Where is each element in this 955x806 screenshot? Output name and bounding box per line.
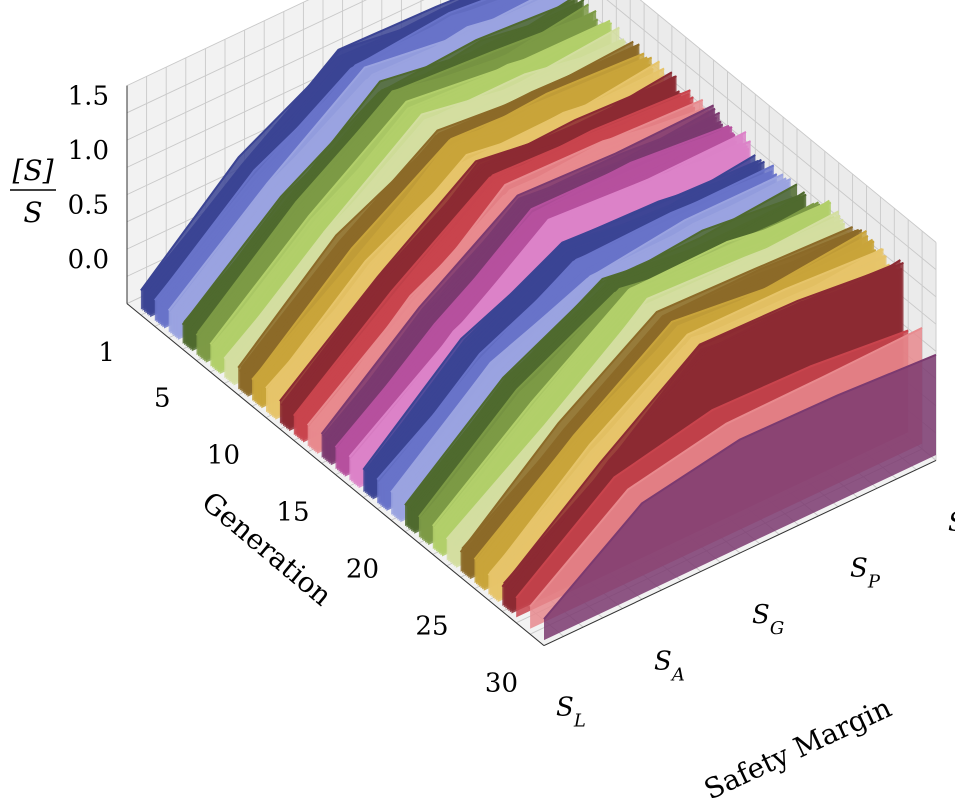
series-line bbox=[433, 202, 827, 530]
series-line bbox=[459, 225, 853, 553]
grid-line bbox=[126, 0, 937, 298]
x-tick-label: 10 bbox=[207, 441, 240, 471]
z-tick-label: 1.5 bbox=[68, 82, 109, 112]
z-tick-label: 0.0 bbox=[68, 245, 109, 275]
y-axis-title: Safety Margin bbox=[699, 691, 896, 806]
series-line bbox=[385, 181, 779, 492]
series-line bbox=[490, 248, 884, 574]
series-line bbox=[163, 0, 524, 308]
series-line bbox=[218, 22, 613, 356]
series-line bbox=[336, 124, 730, 451]
series-line bbox=[158, 0, 504, 305]
series-line bbox=[399, 195, 793, 501]
series-line bbox=[217, 19, 611, 350]
x-tick-label: 25 bbox=[415, 612, 448, 642]
series-line bbox=[371, 160, 765, 479]
series-line bbox=[175, 0, 543, 316]
x-tick-label: 1 bbox=[98, 338, 115, 368]
series-line bbox=[441, 215, 835, 536]
series-line bbox=[283, 75, 677, 407]
series-line bbox=[439, 219, 833, 537]
series-line bbox=[204, 18, 599, 340]
x-tick-label: 20 bbox=[346, 555, 379, 585]
series-line bbox=[475, 235, 869, 563]
series-line bbox=[300, 96, 694, 423]
z-axis-title: [S] S bbox=[10, 154, 56, 229]
series-line bbox=[197, 13, 591, 334]
series-line bbox=[343, 140, 738, 458]
y-axis-line bbox=[543, 459, 937, 647]
series-line bbox=[203, 10, 597, 342]
y-tick-label: SG bbox=[752, 600, 784, 639]
series-line bbox=[316, 109, 710, 434]
y-tick-label: SL bbox=[556, 693, 586, 732]
y-tick-label: SA bbox=[654, 646, 685, 685]
series-line bbox=[260, 67, 654, 389]
z-tick-label: 1.0 bbox=[68, 136, 109, 166]
series-line bbox=[320, 104, 715, 435]
series-line bbox=[503, 264, 897, 585]
series-line bbox=[397, 177, 792, 499]
series-line bbox=[271, 67, 665, 395]
series-line bbox=[246, 43, 640, 374]
x-tick-label: 5 bbox=[154, 384, 171, 414]
series-line bbox=[515, 329, 909, 599]
series-line bbox=[469, 228, 863, 559]
series-wall bbox=[544, 354, 936, 641]
series-group bbox=[140, 0, 937, 641]
series-line bbox=[465, 228, 860, 554]
series-line bbox=[529, 327, 923, 608]
x-axis-line bbox=[126, 303, 545, 646]
series-line bbox=[543, 353, 937, 620]
series-line bbox=[299, 102, 693, 417]
x-tick-label: 15 bbox=[276, 498, 309, 528]
x-tick-label: 30 bbox=[485, 669, 518, 699]
y-tick-label: SF bbox=[948, 507, 955, 546]
x-axis-title: Generation bbox=[196, 485, 339, 612]
series-line bbox=[481, 240, 875, 568]
grid-line bbox=[126, 0, 937, 270]
series-line bbox=[323, 116, 718, 441]
y-tick-label: SP bbox=[850, 554, 881, 593]
grid-line bbox=[126, 0, 937, 243]
series-line bbox=[510, 261, 904, 593]
z-axis-title-denominator: S bbox=[23, 196, 42, 229]
series-line bbox=[365, 159, 759, 473]
series-line bbox=[337, 126, 732, 452]
axis-ticks: 151015202530SLSASGSPSF0.00.51.01.5 bbox=[68, 82, 955, 732]
series-line bbox=[413, 193, 807, 512]
z-axis-title-numerator: [S] bbox=[12, 154, 53, 187]
z-tick-label: 0.5 bbox=[68, 191, 109, 221]
series-line bbox=[357, 140, 751, 467]
